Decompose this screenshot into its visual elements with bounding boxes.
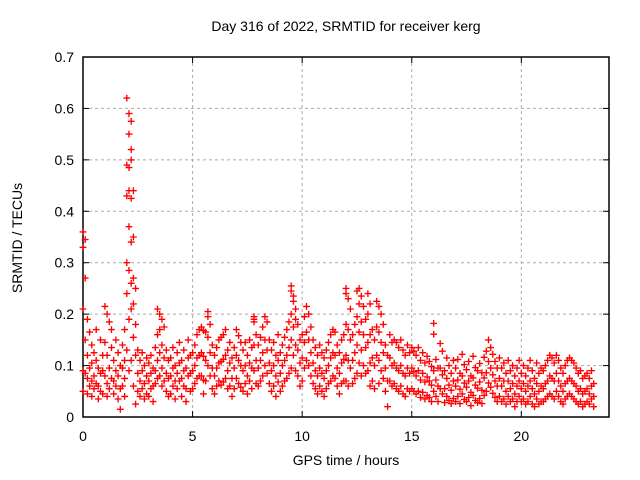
- x-tick-label: 15: [404, 428, 420, 444]
- y-tick-label: 0.2: [55, 306, 75, 322]
- tick-labels: 0 5 10 15 20 0 0.1 0.2 0.3 0.4 0.5 0.6 0.7: [55, 49, 530, 444]
- y-tick-label: 0.1: [55, 358, 75, 374]
- x-tick-label: 0: [79, 428, 87, 444]
- x-axis-label: GPS time / hours: [293, 452, 400, 468]
- scatter-points-srmtid: [79, 94, 598, 413]
- plot-border: [82, 56, 610, 418]
- y-tick-label: 0: [66, 409, 74, 425]
- y-tick-label: 0.7: [55, 49, 75, 65]
- chart-title: Day 316 of 2022, SRMTID for receiver ker…: [211, 18, 480, 34]
- y-tick-label: 0.6: [55, 100, 75, 116]
- y-tick-label: 0.3: [55, 255, 75, 271]
- y-tick-label: 0.5: [55, 152, 75, 168]
- y-tick-label: 0.4: [55, 203, 75, 219]
- x-tick-label: 10: [294, 428, 310, 444]
- y-axis-label: SRMTID / TECUs: [9, 183, 25, 293]
- x-tick-label: 5: [189, 428, 197, 444]
- x-tick-label: 20: [514, 428, 530, 444]
